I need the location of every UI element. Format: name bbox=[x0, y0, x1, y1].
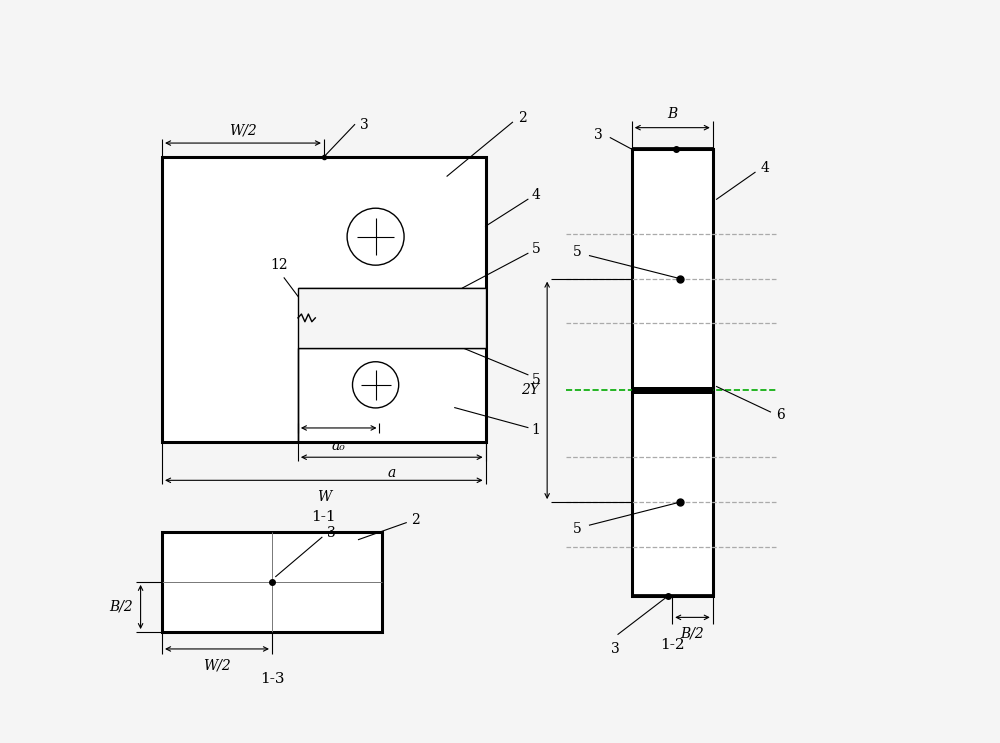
Text: B/2: B/2 bbox=[109, 600, 133, 614]
Text: W/2: W/2 bbox=[229, 123, 257, 137]
Text: 3: 3 bbox=[594, 129, 603, 143]
Bar bbox=[162, 532, 382, 632]
Text: 1-3: 1-3 bbox=[260, 672, 284, 686]
Text: 3: 3 bbox=[611, 642, 619, 656]
Text: 1-1: 1-1 bbox=[312, 510, 336, 524]
Text: 2Y: 2Y bbox=[521, 383, 539, 398]
Text: 5: 5 bbox=[532, 373, 540, 387]
Text: 1-2: 1-2 bbox=[660, 638, 685, 652]
Text: W: W bbox=[317, 490, 331, 504]
Text: 2: 2 bbox=[411, 513, 420, 528]
Text: 5: 5 bbox=[532, 242, 540, 256]
Bar bbox=[298, 288, 486, 348]
Text: 12: 12 bbox=[270, 258, 288, 272]
Text: 5: 5 bbox=[573, 522, 582, 536]
Text: 3: 3 bbox=[360, 117, 369, 132]
Text: B/2: B/2 bbox=[681, 626, 704, 640]
Text: 3: 3 bbox=[327, 527, 336, 540]
Text: a₀: a₀ bbox=[332, 438, 346, 452]
Text: 5: 5 bbox=[573, 244, 582, 259]
Bar bbox=[162, 157, 486, 442]
Text: 6: 6 bbox=[776, 408, 785, 422]
Bar bbox=[632, 386, 713, 395]
Text: 2: 2 bbox=[518, 111, 527, 126]
Text: 4: 4 bbox=[760, 161, 769, 175]
Text: B: B bbox=[667, 107, 677, 120]
Text: 4: 4 bbox=[532, 189, 541, 202]
Text: a: a bbox=[388, 467, 396, 481]
Text: 1: 1 bbox=[532, 424, 541, 438]
Text: W/2: W/2 bbox=[203, 658, 231, 672]
Bar bbox=[632, 149, 713, 596]
